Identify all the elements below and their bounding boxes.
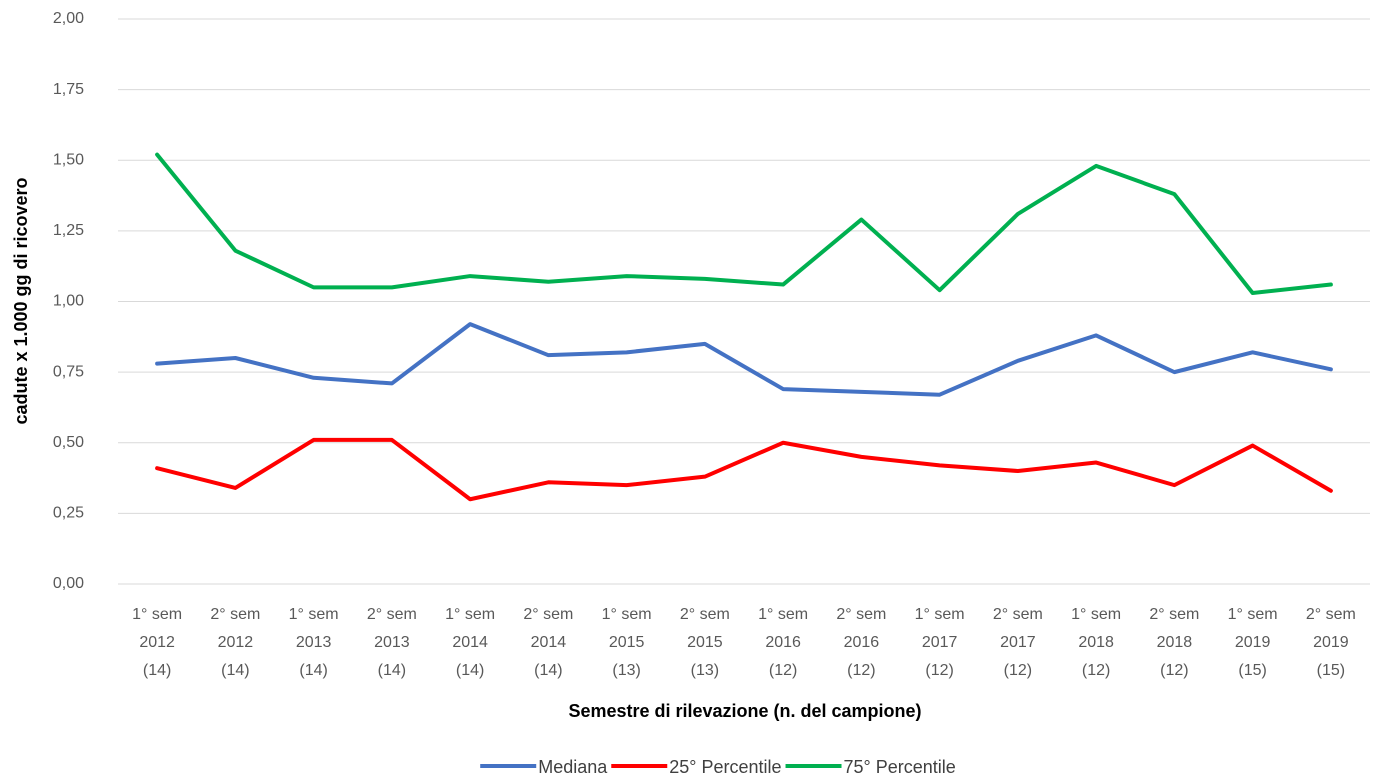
legend-label: Mediana bbox=[538, 757, 608, 777]
x-tick-label: 2016 bbox=[765, 634, 801, 651]
x-tick-label: 2018 bbox=[1157, 634, 1193, 651]
x-tick-label: 2° sem bbox=[836, 606, 886, 623]
x-tick-label: (13) bbox=[612, 662, 640, 679]
y-tick-label: 0,75 bbox=[53, 363, 84, 380]
x-tick-label: (12) bbox=[1160, 662, 1188, 679]
x-tick-label: (12) bbox=[925, 662, 953, 679]
x-tick-label: (14) bbox=[143, 662, 171, 679]
x-tick-label: 2014 bbox=[531, 634, 567, 651]
x-tick-label: 2016 bbox=[844, 634, 880, 651]
y-tick-label: 1,25 bbox=[53, 222, 84, 239]
y-axis-title: cadute x 1.000 gg di ricovero bbox=[11, 177, 31, 424]
x-tick-label: (13) bbox=[691, 662, 719, 679]
line-series bbox=[155, 322, 1333, 397]
x-tick-label: 2° sem bbox=[210, 606, 260, 623]
x-tick-label: 2° sem bbox=[523, 606, 573, 623]
x-tick-label: 2019 bbox=[1235, 634, 1271, 651]
x-tick-label: 2018 bbox=[1078, 634, 1114, 651]
x-tick-label: 1° sem bbox=[602, 606, 652, 623]
x-tick-label: (14) bbox=[221, 662, 249, 679]
x-tick-label: (15) bbox=[1317, 662, 1345, 679]
x-tick-label: 1° sem bbox=[758, 606, 808, 623]
x-tick-label: 1° sem bbox=[1071, 606, 1121, 623]
x-tick-label: 2013 bbox=[374, 634, 410, 651]
x-tick-label: 2013 bbox=[296, 634, 332, 651]
line-series bbox=[155, 152, 1333, 296]
x-tick-label: 2° sem bbox=[680, 606, 730, 623]
x-axis-title: Semestre di rilevazione (n. del campione… bbox=[568, 701, 921, 721]
legend: Mediana 25° Percentile 75° Percentile bbox=[480, 757, 956, 777]
x-tick-label: 2015 bbox=[609, 634, 645, 651]
y-tick-label: 1,00 bbox=[53, 293, 84, 310]
x-tick-label: (12) bbox=[1082, 662, 1110, 679]
x-tick-label: (14) bbox=[534, 662, 562, 679]
x-tick-label: 1° sem bbox=[132, 606, 182, 623]
y-tick-label: 0,50 bbox=[53, 434, 84, 451]
x-tick-label: 2012 bbox=[218, 634, 254, 651]
x-tick-label: 2° sem bbox=[367, 606, 417, 623]
y-tick-label: 1,50 bbox=[53, 151, 84, 168]
x-tick-label: (12) bbox=[847, 662, 875, 679]
legend-label: 25° Percentile bbox=[669, 757, 781, 777]
x-tick-label: 1° sem bbox=[1228, 606, 1278, 623]
x-tick-label: (12) bbox=[769, 662, 797, 679]
x-tick-label: 2014 bbox=[452, 634, 488, 651]
x-tick-label: 2017 bbox=[1000, 634, 1036, 651]
x-tick-label: (14) bbox=[299, 662, 327, 679]
x-tick-label: 2015 bbox=[687, 634, 723, 651]
x-tick-label: 2019 bbox=[1313, 634, 1349, 651]
y-tick-label: 0,25 bbox=[53, 505, 84, 522]
y-tick-label: 1,75 bbox=[53, 81, 84, 98]
x-tick-label: (14) bbox=[456, 662, 484, 679]
x-tick-label: 2012 bbox=[139, 634, 175, 651]
x-tick-label: 1° sem bbox=[289, 606, 339, 623]
x-tick-label: 2017 bbox=[922, 634, 958, 651]
y-tick-label: 0,00 bbox=[53, 575, 84, 592]
x-tick-label: (12) bbox=[1004, 662, 1032, 679]
y-tick-label: 2,00 bbox=[53, 10, 84, 27]
x-tick-label: (14) bbox=[378, 662, 406, 679]
line-series bbox=[155, 437, 1333, 502]
x-tick-label: 1° sem bbox=[445, 606, 495, 623]
x-tick-label: 2° sem bbox=[1149, 606, 1199, 623]
x-tick-label: (15) bbox=[1238, 662, 1266, 679]
x-tick-label: 1° sem bbox=[915, 606, 965, 623]
legend-label: 75° Percentile bbox=[844, 757, 956, 777]
x-tick-label: 2° sem bbox=[1306, 606, 1356, 623]
x-tick-label: 2° sem bbox=[993, 606, 1043, 623]
